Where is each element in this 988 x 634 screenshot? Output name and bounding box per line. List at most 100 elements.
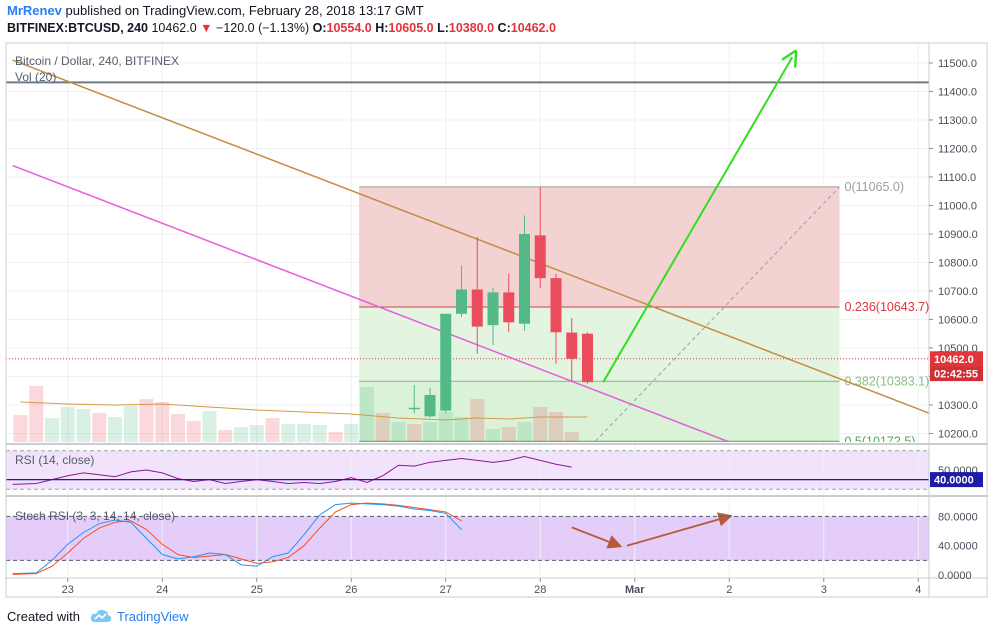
rsi-pane-title: RSI (14, close) — [15, 453, 94, 467]
fib-zone-0236-0382 — [359, 306, 840, 382]
rsi-line — [12, 456, 572, 485]
volume-bar — [92, 413, 107, 442]
volume-bar — [391, 422, 406, 442]
fib-level-label: 0(11065.0) — [845, 180, 905, 194]
volume-bar — [234, 427, 248, 442]
price-tick-label: 10200.0 — [938, 428, 978, 440]
candle-body — [487, 292, 499, 326]
arrow-green — [602, 57, 792, 383]
fib-level-label: 0.382(10383.1) — [845, 374, 930, 388]
volume-bar — [29, 386, 44, 442]
candle-body — [534, 235, 546, 279]
volume-bar — [139, 399, 154, 442]
candle-body — [471, 289, 483, 327]
price-badge-label: 10462.0 — [934, 354, 974, 366]
footer: Created with TradingView — [7, 609, 189, 626]
time-tick-label: 27 — [440, 584, 452, 596]
publish-info: MrRenev published on TradingView.com, Fe… — [7, 3, 424, 18]
price-tick-label: 11300.0 — [938, 115, 977, 127]
low-label: L: — [437, 21, 449, 35]
volume-bar — [218, 430, 233, 442]
candle-body — [440, 313, 452, 411]
volume-bar — [76, 409, 91, 442]
price-tick-label: 10700.0 — [938, 286, 978, 298]
volume-ma-line — [20, 401, 588, 421]
time-tick-label: 2 — [726, 584, 732, 596]
rsi-band — [6, 450, 929, 490]
symbol-info: BITFINEX:BTCUSD, 240 10462.0 ▼ −120.0 (−… — [7, 21, 556, 35]
last-price: 10462.0 — [151, 21, 197, 35]
tradingview-link[interactable]: TradingView — [117, 609, 189, 624]
candle-body — [519, 233, 530, 324]
volume-bar — [564, 432, 579, 442]
volume-bar — [486, 429, 500, 442]
time-tick-label: 3 — [821, 584, 827, 596]
time-tick-label: 26 — [345, 584, 357, 596]
open-label: O: — [312, 21, 327, 35]
price-tick-label: 11000.0 — [938, 200, 977, 212]
fib-level-label: 0.236(10643.7) — [845, 300, 930, 314]
volume-bar — [438, 412, 453, 442]
candle-body — [582, 333, 593, 383]
volume-bar — [423, 422, 437, 442]
candle-body — [424, 394, 436, 417]
trendline-brown — [12, 59, 929, 414]
volume-bar — [454, 417, 469, 442]
volume-bar — [344, 424, 359, 442]
volume-bar — [375, 413, 390, 442]
time-tick-label: 23 — [62, 584, 74, 596]
candle-body — [456, 289, 467, 314]
volume-bar — [249, 425, 264, 442]
price-tick-label: 11400.0 — [938, 86, 977, 98]
price-tick-label: 11500.0 — [938, 58, 977, 70]
volume-bar — [171, 414, 185, 442]
close-value: 10462.0 — [510, 21, 556, 35]
rsi-current-badge — [930, 472, 983, 488]
price-badge — [930, 351, 983, 367]
time-tick-label: 24 — [156, 584, 168, 596]
rsi-current-label: 40.0000 — [934, 475, 974, 487]
author-link[interactable]: MrRenev — [7, 3, 62, 18]
volume-bar — [60, 407, 75, 442]
chart-border — [5, 42, 988, 598]
price-tick-label: 11100.0 — [938, 172, 976, 184]
price-badge-label: 02:42:55 — [934, 369, 978, 381]
symbol-name: BITFINEX:BTCUSD, 240 — [7, 21, 148, 35]
volume-bar — [549, 412, 563, 442]
price-tick-label: 10600.0 — [938, 314, 978, 326]
high-label: H: — [375, 21, 389, 35]
volume-bar — [297, 424, 311, 442]
price-tick-label: 11200.0 — [938, 143, 977, 155]
candle-body — [408, 407, 420, 410]
stoch-band — [6, 516, 929, 561]
price-tick-label: 10800.0 — [938, 257, 978, 269]
candle-body — [566, 332, 578, 359]
stoch-tick-label: 80.0000 — [938, 511, 978, 523]
volume-bar — [328, 432, 343, 442]
volume-bar — [186, 421, 201, 442]
price-change: −120.0 (−1.13%) — [216, 21, 310, 35]
volume-bar — [281, 424, 296, 442]
time-tick-label: Mar — [625, 584, 645, 596]
fib-level-label: 0.5(10172.5) — [845, 434, 916, 448]
tradingview-cloud-icon[interactable] — [90, 609, 112, 626]
arrow-red — [626, 512, 733, 547]
price-tick-label: 10300.0 — [938, 400, 978, 412]
volume-bar — [501, 427, 516, 442]
stoch-tick-label: 0.0000 — [938, 570, 972, 582]
volume-bar — [533, 407, 548, 442]
price-tick-label: 10900.0 — [938, 229, 978, 241]
volume-bar — [312, 425, 327, 442]
trendline-dashed — [595, 186, 840, 442]
publish-text: published on TradingView.com, February 2… — [65, 3, 424, 18]
high-value: 10605.0 — [388, 21, 434, 35]
trendline-magenta — [12, 164, 730, 442]
volume-bar — [108, 417, 122, 442]
volume-bar — [470, 399, 485, 442]
price-pane-title: Bitcoin / Dollar, 240, BITFINEX — [15, 54, 179, 68]
stoch-k-line — [12, 502, 462, 575]
time-tick-label: 25 — [251, 584, 263, 596]
close-label: C: — [497, 21, 511, 35]
candle-body — [550, 278, 562, 333]
